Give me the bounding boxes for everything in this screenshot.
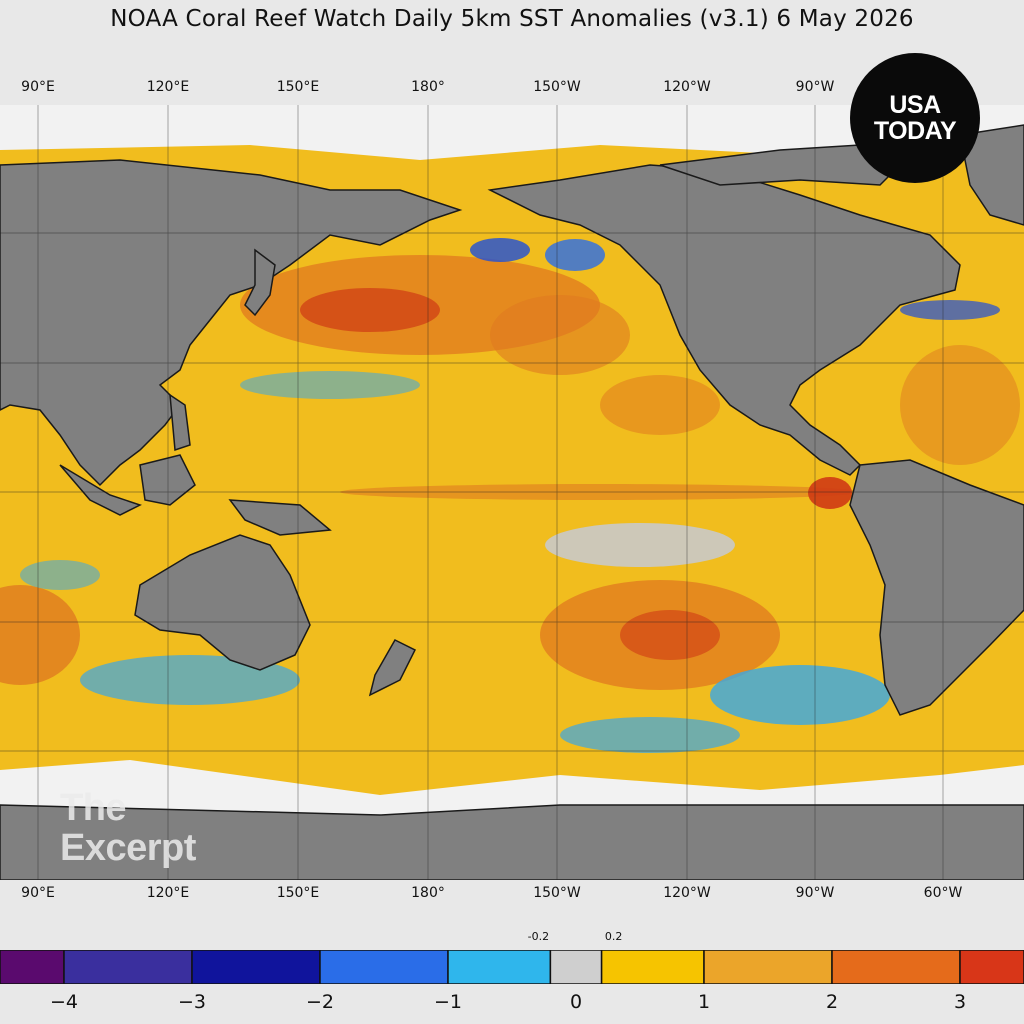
logo-line-usa: USA (889, 91, 941, 119)
colorbar-bin (703, 950, 833, 984)
japan (244, 248, 276, 317)
graticule (0, 105, 1024, 880)
borneo (139, 454, 196, 506)
colorbar-tick-label: 1 (697, 991, 711, 1013)
colorbar-tick-label: −3 (177, 991, 207, 1013)
top-longitude-label: 90°W (795, 79, 835, 95)
colorbar-bin (831, 950, 961, 984)
colorbar-bin (0, 950, 65, 984)
landmasses (0, 124, 1024, 880)
arctic-ice (0, 105, 1024, 160)
warm-patch-east-pacific (600, 375, 720, 435)
bottom-longitude-labels: 90°E 120°E 150°E 180° 150°W 120°W 90°W 60°W (0, 885, 1024, 905)
bottom-longitude-label: 150°E (276, 885, 320, 901)
cold-patch-gulf-stream (900, 300, 1000, 320)
bottom-longitude-label: 180° (411, 885, 445, 901)
logo-line-today: TODAY (873, 117, 957, 145)
greenland (959, 124, 1024, 226)
warm-patch-northeast-pacific (490, 295, 630, 375)
new-zealand (368, 639, 417, 697)
bottom-longitude-label: 90°E (21, 885, 55, 901)
warm-patch-indian-ocean (0, 585, 80, 685)
colorbar-threshold-label: 0.2 (604, 930, 623, 943)
bottom-longitude-label: 150°W (533, 885, 581, 901)
indonesia-west (59, 464, 142, 516)
colorbar (0, 950, 1024, 984)
cool-patch-west-pacific (240, 371, 420, 399)
new-guinea (228, 499, 332, 536)
colorbar-bin (319, 950, 449, 984)
cool-patch-indian-ocean (20, 560, 100, 590)
colorbar-bin (959, 950, 1024, 984)
usa-today-logo: USA TODAY (850, 53, 980, 183)
watermark-line-the: The (60, 787, 127, 829)
colorbar-bin (447, 950, 552, 984)
cool-patch-southern-ocean-west (80, 655, 300, 705)
colorbar-tick-label: 2 (825, 991, 839, 1013)
cool-patch-southern-ocean-east (710, 665, 890, 725)
hot-patch-north-pacific (300, 288, 440, 332)
australia (134, 534, 311, 671)
map-title: NOAA Coral Reef Watch Daily 5km SST Anom… (110, 6, 914, 32)
colorbar-bin (549, 950, 603, 984)
bottom-longitude-label: 90°W (795, 885, 835, 901)
bottom-longitude-label: 120°W (663, 885, 711, 901)
colorbar-tick-label: 0 (569, 991, 583, 1013)
colorbar-tick-label: 3 (953, 991, 967, 1013)
colorbar-threshold-label: -0.2 (527, 930, 550, 943)
bottom-longitude-label: 60°W (923, 885, 963, 901)
hot-patch-south-pacific (620, 610, 720, 660)
colorbar-tick-label: −4 (49, 991, 79, 1013)
colorbar-bin (191, 950, 321, 984)
colorbar-tick-label: −2 (305, 991, 335, 1013)
asia-landmass (0, 159, 463, 487)
philippines (169, 393, 191, 452)
warm-patch-atlantic (900, 345, 1020, 465)
cool-patch-southern-ocean-mid (560, 717, 740, 753)
cool-patch-bering (470, 238, 530, 262)
antarctica (0, 804, 1024, 880)
top-longitude-label: 120°E (146, 79, 190, 95)
colorbar-tick-label: −1 (433, 991, 463, 1013)
top-longitude-label: 150°E (276, 79, 320, 95)
cool-patch-gulf-alaska (545, 239, 605, 271)
colorbar-bin (63, 950, 193, 984)
top-longitude-label: 180° (411, 79, 445, 95)
hot-patch-peru-coast (808, 477, 852, 509)
top-longitude-labels: 90°E 120°E 150°E 180° 150°W 120°W 90°W (0, 79, 1024, 99)
neutral-patch-equatorial (545, 523, 735, 567)
colorbar-bin (600, 950, 705, 984)
north-america (487, 164, 961, 476)
ocean-anomaly-patches (0, 238, 1020, 753)
bottom-longitude-label: 120°E (146, 885, 190, 901)
the-excerpt-watermark: The Excerpt (60, 788, 196, 868)
watermark-line-excerpt: Excerpt (60, 827, 196, 869)
top-longitude-label: 150°W (533, 79, 581, 95)
top-longitude-label: 90°E (21, 79, 55, 95)
top-longitude-label: 120°W (663, 79, 711, 95)
sst-anomaly-map (0, 105, 1024, 880)
